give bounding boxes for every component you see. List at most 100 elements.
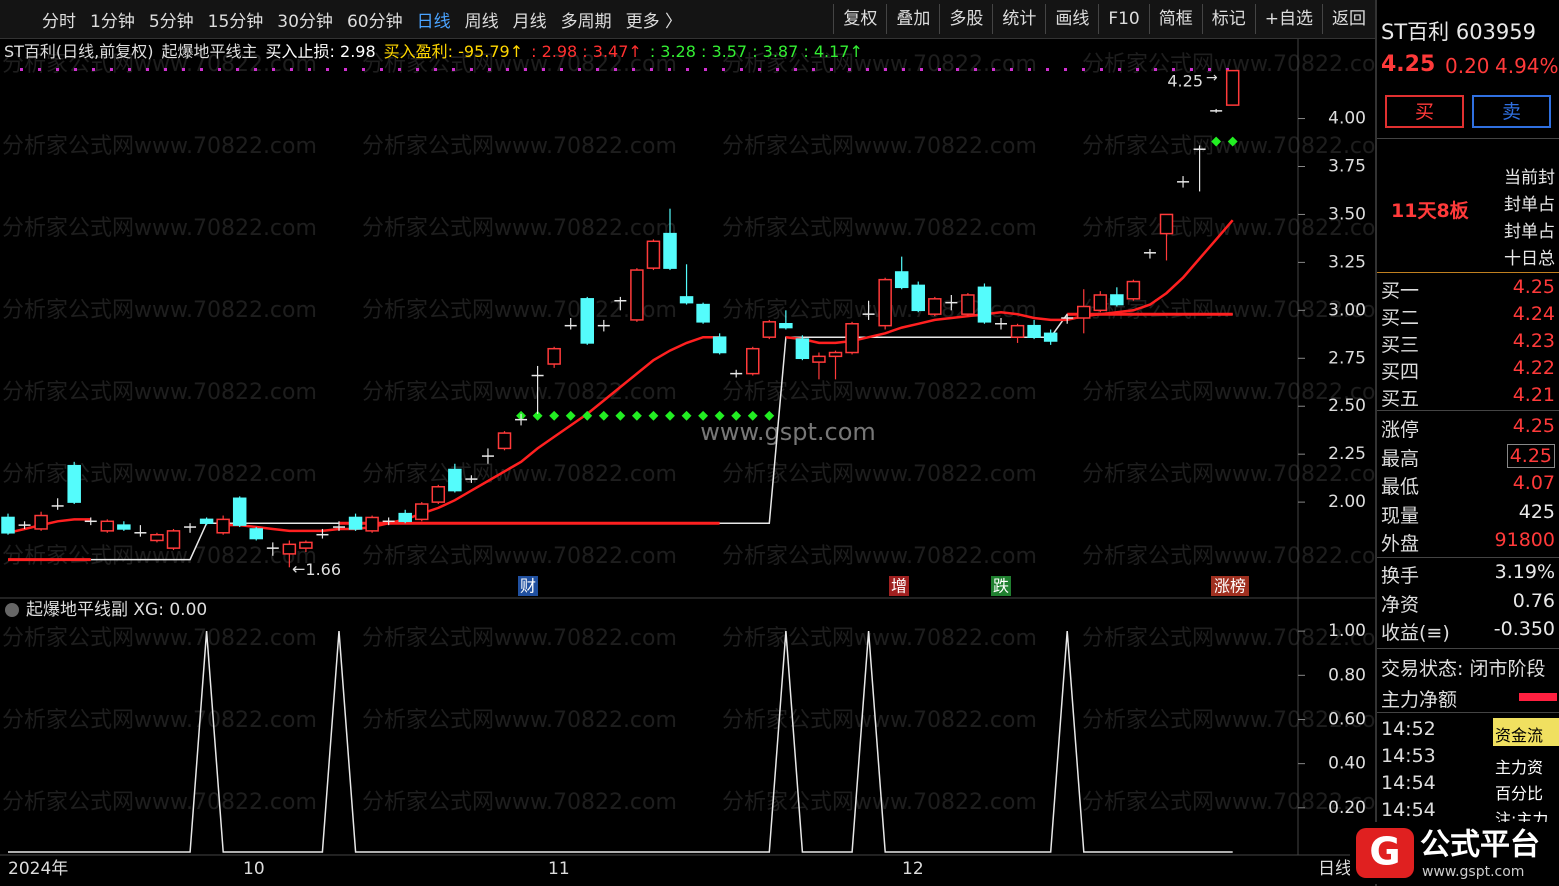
tool-button[interactable]: 复权 (833, 4, 886, 34)
note: 封单占 (1504, 222, 1555, 242)
signal-diamond (1227, 136, 1238, 147)
signal-diamond (532, 410, 543, 421)
tool-button[interactable]: 画线 (1045, 4, 1098, 34)
tool-button[interactable]: 多股 (939, 4, 992, 34)
candle-body (249, 528, 263, 540)
dot (902, 68, 905, 71)
tab[interactable]: 5分钟 (148, 11, 194, 32)
price: 4.25 (1381, 52, 1436, 77)
profit: 买入盈利: -95.79↑ (383, 42, 524, 61)
row-value: 0.76 (1512, 589, 1555, 612)
tool-button[interactable]: 标记 (1201, 4, 1255, 34)
tab[interactable]: 30分钟 (277, 11, 333, 32)
event-marker-bg (518, 576, 538, 596)
candle-body (547, 347, 561, 365)
note: 封单占 (1504, 195, 1555, 215)
tool-button[interactable]: 统计 (992, 4, 1045, 34)
candle-body (365, 516, 379, 532)
low-label: ←1.66 (292, 560, 341, 579)
tool-button[interactable]: 简框 (1148, 4, 1202, 34)
tab[interactable]: 分时 (42, 11, 76, 32)
x-tick-label: 2024年 (8, 859, 68, 879)
candle-body (232, 497, 247, 526)
dot (434, 68, 437, 71)
watermark: 分析家公式网www.70822.com (362, 216, 677, 241)
dot (704, 68, 707, 71)
tab[interactable]: 周线 (464, 11, 499, 32)
tab[interactable]: 多周期 (560, 11, 612, 32)
dot (560, 68, 563, 71)
dot (380, 68, 383, 71)
y-tick-label: 0.40 (1328, 754, 1366, 774)
candle-body (299, 541, 313, 549)
high-arrow: → (1206, 70, 1218, 86)
tool-button[interactable]: +自选 (1254, 4, 1322, 34)
tab[interactable]: 日线 (416, 11, 451, 32)
x-tick-label: 12 (902, 859, 924, 879)
dot (38, 68, 41, 71)
tab[interactable]: 60分钟 (346, 11, 403, 32)
watermark: 分析家公式网www.70822.com (1082, 462, 1375, 487)
dot (1046, 68, 1049, 71)
y-tick-label: 0.20 (1328, 798, 1366, 818)
buy-button[interactable]: 买 (1385, 95, 1464, 128)
y-tick-label: 2.50 (1328, 396, 1366, 416)
dot (1082, 68, 1085, 71)
candle-body (431, 486, 446, 503)
dot (920, 68, 923, 71)
candle-body (812, 355, 826, 363)
chart-header: ST百利(日线,前复权) 起爆地平线主 买入止损: 2.98 买入盈利: -95… (4, 40, 863, 64)
watermark: 分析家公式网www.70822.com (362, 708, 677, 733)
event-marker-bg (889, 576, 909, 596)
candle-body (928, 298, 942, 315)
tool-button[interactable]: 叠加 (886, 4, 939, 34)
watermark: 分析家公式网www.70822.com (1082, 216, 1375, 241)
tab[interactable]: 1分钟 (90, 11, 135, 32)
candle-body (497, 432, 512, 450)
row-label: 最低 (1381, 476, 1420, 498)
dot (668, 68, 671, 71)
toolbar: 分时 1分钟 5分钟 15分钟 30分钟 60分钟 日线 周线 月线 多周期 更多 〉 复权 叠加 多股统… (0, 0, 1375, 39)
tool-button[interactable]: F10 (1098, 4, 1148, 34)
row-value: 425 (1518, 500, 1555, 523)
separator (1377, 410, 1559, 411)
dot (182, 68, 185, 71)
stop-loss: 买入止损: 2.98 (265, 42, 376, 61)
indicator-name: 起爆地平线主 (161, 42, 258, 61)
flow-text: 百分比 (1495, 784, 1544, 803)
dot (74, 68, 77, 71)
candle-body (1043, 332, 1058, 342)
y-tick-label: 3.00 (1328, 300, 1366, 320)
targets-red: : 2.98 : 3.47↑ (531, 42, 642, 61)
tab[interactable]: 更多 〉 (625, 11, 682, 32)
targets-green: : 3.28 : 3.57 : 3.87 : 4.17↑ (649, 42, 863, 61)
y-tick-label: 4.00 (1328, 109, 1366, 129)
watermark: 分析家公式网www.70822.com (2, 790, 317, 815)
candle-body (448, 468, 462, 492)
watermark: 分析家公式网www.70822.com (362, 626, 677, 651)
watermark: 分析家公式网www.70822.com (362, 380, 677, 405)
sell-button[interactable]: 卖 (1472, 95, 1551, 128)
dot (1064, 68, 1067, 71)
tab[interactable]: 月线 (512, 11, 547, 32)
candle-body (712, 336, 727, 354)
dot (1118, 68, 1121, 71)
dot (92, 68, 95, 71)
dot (290, 68, 293, 71)
signal-diamond (1211, 136, 1222, 147)
dot (1190, 68, 1193, 71)
signal-diamond (631, 410, 642, 421)
candle-body (150, 533, 164, 542)
flow-bar (1519, 693, 1557, 701)
tool-button[interactable]: 返回 (1322, 4, 1375, 34)
tab[interactable]: 15分钟 (207, 11, 264, 32)
watermark: 分析家公式网www.70822.com (722, 216, 1037, 241)
candle-body (117, 524, 131, 530)
y-tick-label: 0.80 (1328, 665, 1366, 685)
watermark: 分析家公式网www.70822.com (1082, 380, 1375, 405)
event-marker: 跌 (993, 577, 1009, 596)
watermark: 分析家公式网www.70822.com (362, 462, 677, 487)
candle-body (1077, 305, 1091, 319)
row-value: 4.23 (1512, 330, 1555, 352)
dot (596, 68, 599, 71)
